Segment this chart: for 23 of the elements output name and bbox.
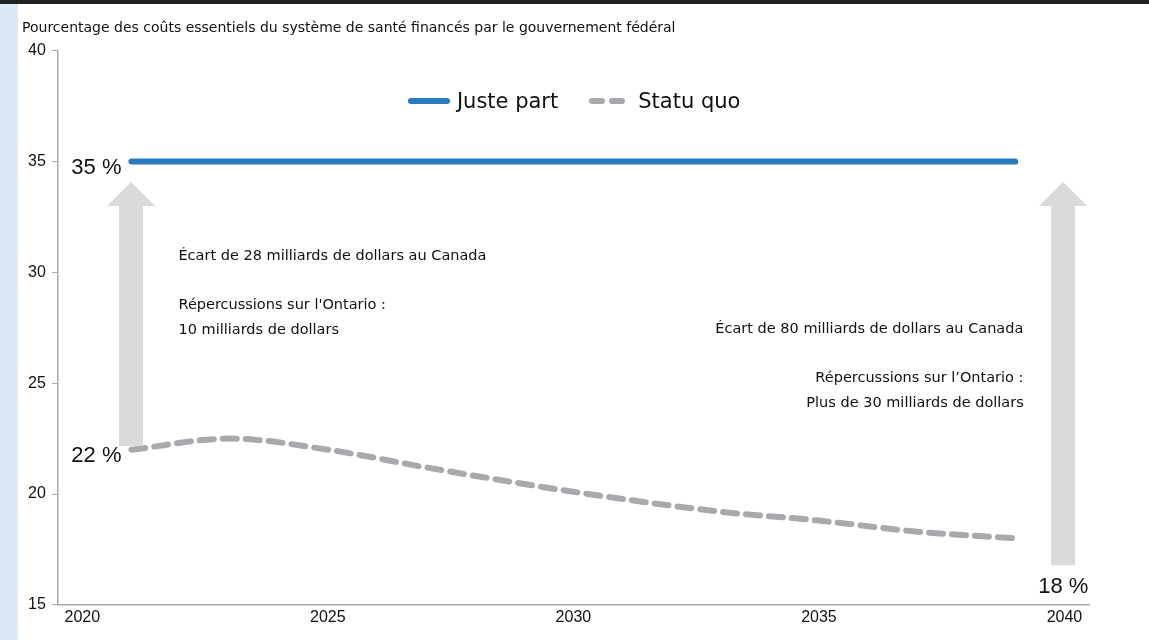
data-label: 35 %	[71, 153, 122, 179]
x-tick-label: 2040	[1046, 607, 1083, 625]
data-label: 22 %	[71, 441, 122, 467]
annotation: Plus de 30 milliards de dollars	[806, 392, 1024, 412]
annotation: 10 milliards de dollars	[178, 319, 339, 339]
y-tick-label: 35	[28, 152, 46, 170]
x-tick-label: 2020	[64, 607, 101, 625]
x-tick-label: 2025	[310, 607, 346, 625]
data-label: 18 %	[1038, 572, 1089, 598]
annotation: Répercussions sur l'Ontario :	[178, 294, 386, 314]
y-tick-label: 30	[28, 262, 46, 280]
y-tick-label: 40	[28, 41, 46, 59]
legend-label: Statu quo	[638, 88, 741, 113]
x-tick-label: 2030	[555, 607, 592, 625]
annotation: Répercussions sur l’Ontario :	[815, 367, 1024, 387]
y-tick-label: 15	[28, 595, 46, 613]
legend-label: Juste part	[456, 88, 559, 113]
y-tick-label: 20	[28, 484, 46, 502]
chart-title: Pourcentage des coûts essentiels du système de santé financés par le gouvernement fédéral	[22, 19, 676, 36]
x-tick-label: 2035	[801, 607, 837, 625]
annotation: Écart de 28 milliards de dollars au Canada	[178, 245, 487, 265]
annotation: Écart de 80 milliards de dollars au Canada	[715, 318, 1024, 338]
y-tick-label: 25	[28, 373, 46, 391]
